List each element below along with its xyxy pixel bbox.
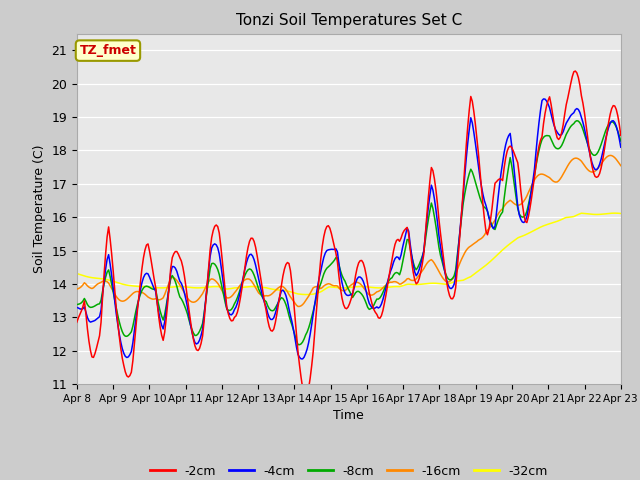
X-axis label: Time: Time [333,409,364,422]
Y-axis label: Soil Temperature (C): Soil Temperature (C) [33,144,45,273]
Text: TZ_fmet: TZ_fmet [79,44,136,57]
Title: Tonzi Soil Temperatures Set C: Tonzi Soil Temperatures Set C [236,13,462,28]
Legend: -2cm, -4cm, -8cm, -16cm, -32cm: -2cm, -4cm, -8cm, -16cm, -32cm [145,460,553,480]
